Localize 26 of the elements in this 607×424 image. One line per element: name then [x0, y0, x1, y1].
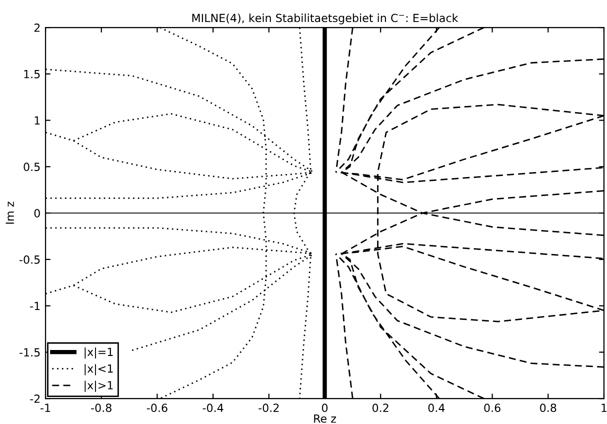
- y-tick-label: 0.5: [24, 162, 40, 172]
- legend-label: |x|<1: [84, 364, 113, 376]
- x-tick-label: -0.2: [258, 404, 279, 412]
- x-tick-label: 0.6: [484, 404, 500, 412]
- x-tick-label: -1: [40, 404, 50, 412]
- y-axis-title: Im z: [6, 202, 14, 224]
- x-tick-label: 0.4: [428, 404, 445, 412]
- legend-label: |x|=1: [84, 347, 113, 359]
- y-tick-label: 2: [34, 24, 40, 32]
- y-tick-label: 0: [34, 209, 40, 218]
- x-tick-label: -0.8: [91, 404, 112, 412]
- legend-label: |x|>1: [84, 380, 113, 392]
- x-axis-title: Re z: [314, 414, 336, 423]
- y-tick-label: -0.5: [20, 255, 40, 264]
- x-tick-label: -0.4: [202, 404, 224, 412]
- y-tick-label: 1.5: [24, 70, 40, 78]
- x-tick-label: -0.6: [146, 404, 168, 412]
- y-tick-label: -1.5: [20, 348, 40, 357]
- chart-title: MILNE(4), kein Stabilitaetsgebiet in C$^{−}$: E=black: [192, 14, 458, 24]
- x-tick-label: 0.8: [540, 404, 556, 412]
- y-tick-label: 1: [34, 116, 40, 125]
- x-tick-label: 1: [602, 404, 606, 412]
- x-tick-label: 0: [322, 404, 328, 412]
- x-tick-label: 0.2: [372, 404, 388, 412]
- y-tick-label: -2: [30, 394, 40, 403]
- y-tick-label: -1: [30, 302, 40, 310]
